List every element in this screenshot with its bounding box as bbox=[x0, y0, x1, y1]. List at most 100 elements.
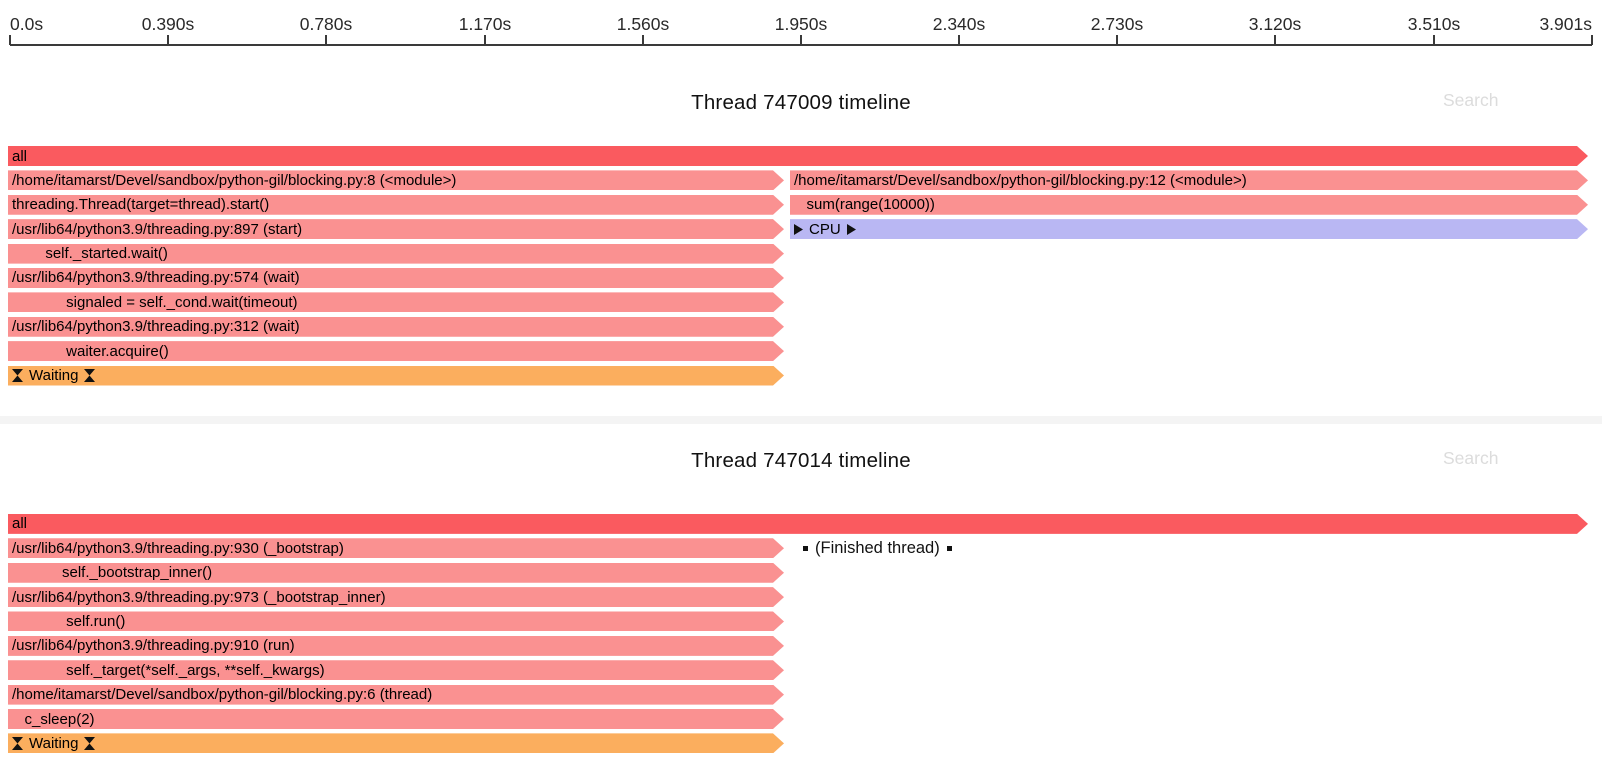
bar-label: /home/itamarst/Devel/sandbox/python-gil/… bbox=[12, 171, 457, 189]
flame-row: c_sleep(2) bbox=[0, 709, 1602, 729]
flame-row: Waiting bbox=[0, 733, 1602, 753]
section-title: Thread 747014 timeline bbox=[691, 448, 911, 472]
stack-frame-bar[interactable]: /usr/lib64/python3.9/threading.py:910 (r… bbox=[8, 636, 784, 656]
axis-tick-label: 1.560s bbox=[616, 14, 670, 34]
stack-frame-bar[interactable]: /usr/lib64/python3.9/threading.py:897 (s… bbox=[8, 219, 784, 239]
bar-label: /home/itamarst/Devel/sandbox/python-gil/… bbox=[794, 171, 1247, 189]
axis-tick bbox=[325, 35, 327, 45]
bar-label: threading.Thread(target=thread).start() bbox=[12, 196, 270, 214]
axis-tick bbox=[167, 35, 169, 45]
bar-label: /usr/lib64/python3.9/threading.py:973 (_… bbox=[12, 588, 386, 606]
flame-row: signaled = self._cond.wait(timeout) bbox=[0, 292, 1602, 312]
flame-row: /usr/lib64/python3.9/threading.py:910 (r… bbox=[0, 636, 1602, 656]
flame-row: threading.Thread(target=thread).start() … bbox=[0, 195, 1602, 215]
flame-row: self._started.wait() bbox=[0, 244, 1602, 264]
flame-row: /home/itamarst/Devel/sandbox/python-gil/… bbox=[0, 685, 1602, 705]
stack-frame-bar[interactable]: self._bootstrap_inner() bbox=[8, 563, 784, 583]
stack-frame-bar[interactable]: self.run() bbox=[8, 611, 784, 631]
flame-row: /usr/lib64/python3.9/threading.py:973 (_… bbox=[0, 587, 1602, 607]
axis-tick bbox=[1274, 35, 1276, 45]
bar-label: self._bootstrap_inner() bbox=[12, 564, 213, 582]
bar-label: sum(range(10000)) bbox=[794, 196, 935, 214]
flame-row: self._target(*self._args, **self._kwargs… bbox=[0, 660, 1602, 680]
bar-label: waiter.acquire() bbox=[12, 342, 169, 360]
time-axis: 0.0s 0.390s 0.780s 1.170s 1.560s 1.950s 2.340s… bbox=[0, 0, 1602, 52]
axis-tick-label: 2.730s bbox=[1090, 14, 1144, 34]
bar-label: Waiting bbox=[29, 734, 79, 752]
section-title: Thread 747009 timeline bbox=[691, 91, 911, 114]
cpu-bar[interactable]: CPU bbox=[790, 219, 1588, 239]
stack-frame-bar[interactable]: threading.Thread(target=thread).start() bbox=[8, 195, 784, 215]
square-bullet-icon bbox=[946, 545, 952, 551]
flame-row: self.run() bbox=[0, 611, 1602, 631]
all-frames-bar[interactable]: all bbox=[8, 514, 1588, 534]
bar-label: self._target(*self._args, **self._kwargs… bbox=[12, 661, 325, 679]
waiting-bar[interactable]: Waiting bbox=[8, 733, 784, 753]
stack-frame-bar[interactable]: /home/itamarst/Devel/sandbox/python-gil/… bbox=[8, 170, 784, 190]
search-input[interactable] bbox=[1443, 90, 1588, 111]
triangle-right-icon bbox=[794, 224, 803, 235]
section-divider bbox=[0, 415, 1602, 424]
flame-row: all bbox=[0, 146, 1602, 166]
stack-frame-bar[interactable]: self._started.wait() bbox=[8, 244, 784, 264]
all-frames-bar[interactable]: all bbox=[8, 146, 1588, 166]
bar-label: /usr/lib64/python3.9/threading.py:312 (w… bbox=[12, 318, 300, 336]
flame-row: waiter.acquire() bbox=[0, 341, 1602, 361]
flame-row: self._bootstrap_inner() bbox=[0, 563, 1602, 583]
flame-row: all bbox=[0, 514, 1602, 534]
axis-tick-label: 1.170s bbox=[458, 14, 512, 34]
flame-row: /usr/lib64/python3.9/threading.py:930 (_… bbox=[0, 538, 1602, 558]
flamegraph-thread-747014: all/usr/lib64/python3.9/threading.py:930… bbox=[0, 514, 1602, 754]
bar-label: /usr/lib64/python3.9/threading.py:897 (s… bbox=[12, 220, 303, 238]
axis-tick bbox=[9, 35, 11, 45]
stack-frame-bar[interactable]: self._target(*self._args, **self._kwargs… bbox=[8, 660, 784, 680]
axis-tick-label: 0.390s bbox=[141, 14, 195, 34]
bar-label: self.run() bbox=[12, 612, 126, 630]
stack-frame-bar[interactable]: /home/itamarst/Devel/sandbox/python-gil/… bbox=[790, 170, 1588, 190]
axis-tick-label: 3.510s bbox=[1407, 14, 1461, 34]
thread-747009-section: Thread 747009 timeline all/home/itamarst… bbox=[0, 89, 1602, 416]
stack-frame-bar[interactable]: /usr/lib64/python3.9/threading.py:574 (w… bbox=[8, 268, 784, 288]
hourglass-icon bbox=[84, 737, 95, 750]
axis-tick-label: 0.0s bbox=[10, 14, 44, 34]
bar-label: all bbox=[12, 515, 28, 533]
axis-tick bbox=[958, 35, 960, 45]
bar-label: CPU bbox=[809, 220, 841, 238]
hourglass-icon bbox=[84, 369, 95, 382]
axis-tick-label: 3.901s bbox=[1539, 14, 1592, 34]
annotation-text: (Finished thread) bbox=[815, 538, 940, 557]
thread-747014-section: Thread 747014 timeline all/usr/lib64/pyt… bbox=[0, 447, 1602, 754]
stack-frame-bar[interactable]: /usr/lib64/python3.9/threading.py:930 (_… bbox=[8, 538, 784, 558]
flame-row: Waiting bbox=[0, 366, 1602, 386]
hourglass-icon bbox=[12, 369, 23, 382]
stack-frame-bar[interactable]: /usr/lib64/python3.9/threading.py:312 (w… bbox=[8, 317, 784, 337]
axis-tick-label: 3.120s bbox=[1248, 14, 1302, 34]
bar-label: signaled = self._cond.wait(timeout) bbox=[12, 293, 298, 311]
stack-frame-bar[interactable]: c_sleep(2) bbox=[8, 709, 784, 729]
bar-label: Waiting bbox=[29, 367, 79, 385]
stack-frame-bar[interactable]: sum(range(10000)) bbox=[790, 195, 1588, 215]
bar-label: all bbox=[12, 147, 28, 165]
search-input[interactable] bbox=[1443, 447, 1588, 469]
stack-frame-bar[interactable]: /usr/lib64/python3.9/threading.py:973 (_… bbox=[8, 587, 784, 607]
bar-label: /usr/lib64/python3.9/threading.py:574 (w… bbox=[12, 269, 300, 287]
flame-row: /home/itamarst/Devel/sandbox/python-gil/… bbox=[0, 170, 1602, 190]
stack-frame-bar[interactable]: signaled = self._cond.wait(timeout) bbox=[8, 292, 784, 312]
axis-tick-label: 2.340s bbox=[932, 14, 986, 34]
bar-label: self._started.wait() bbox=[12, 245, 168, 263]
hourglass-icon bbox=[12, 737, 23, 750]
bar-label: /home/itamarst/Devel/sandbox/python-gil/… bbox=[12, 686, 433, 704]
stack-frame-bar[interactable]: /home/itamarst/Devel/sandbox/python-gil/… bbox=[8, 685, 784, 705]
axis-tick bbox=[1591, 35, 1593, 45]
axis-tick bbox=[1116, 35, 1118, 45]
stack-frame-bar[interactable]: waiter.acquire() bbox=[8, 341, 784, 361]
axis-tick-label: 0.780s bbox=[299, 14, 353, 34]
section-header: Thread 747009 timeline bbox=[0, 89, 1602, 117]
waiting-bar[interactable]: Waiting bbox=[8, 366, 784, 386]
triangle-right-icon bbox=[847, 224, 856, 235]
bar-label: c_sleep(2) bbox=[12, 710, 95, 728]
flame-row: /usr/lib64/python3.9/threading.py:312 (w… bbox=[0, 317, 1602, 337]
flame-row: /usr/lib64/python3.9/threading.py:897 (s… bbox=[0, 219, 1602, 239]
axis-baseline bbox=[10, 44, 1592, 46]
